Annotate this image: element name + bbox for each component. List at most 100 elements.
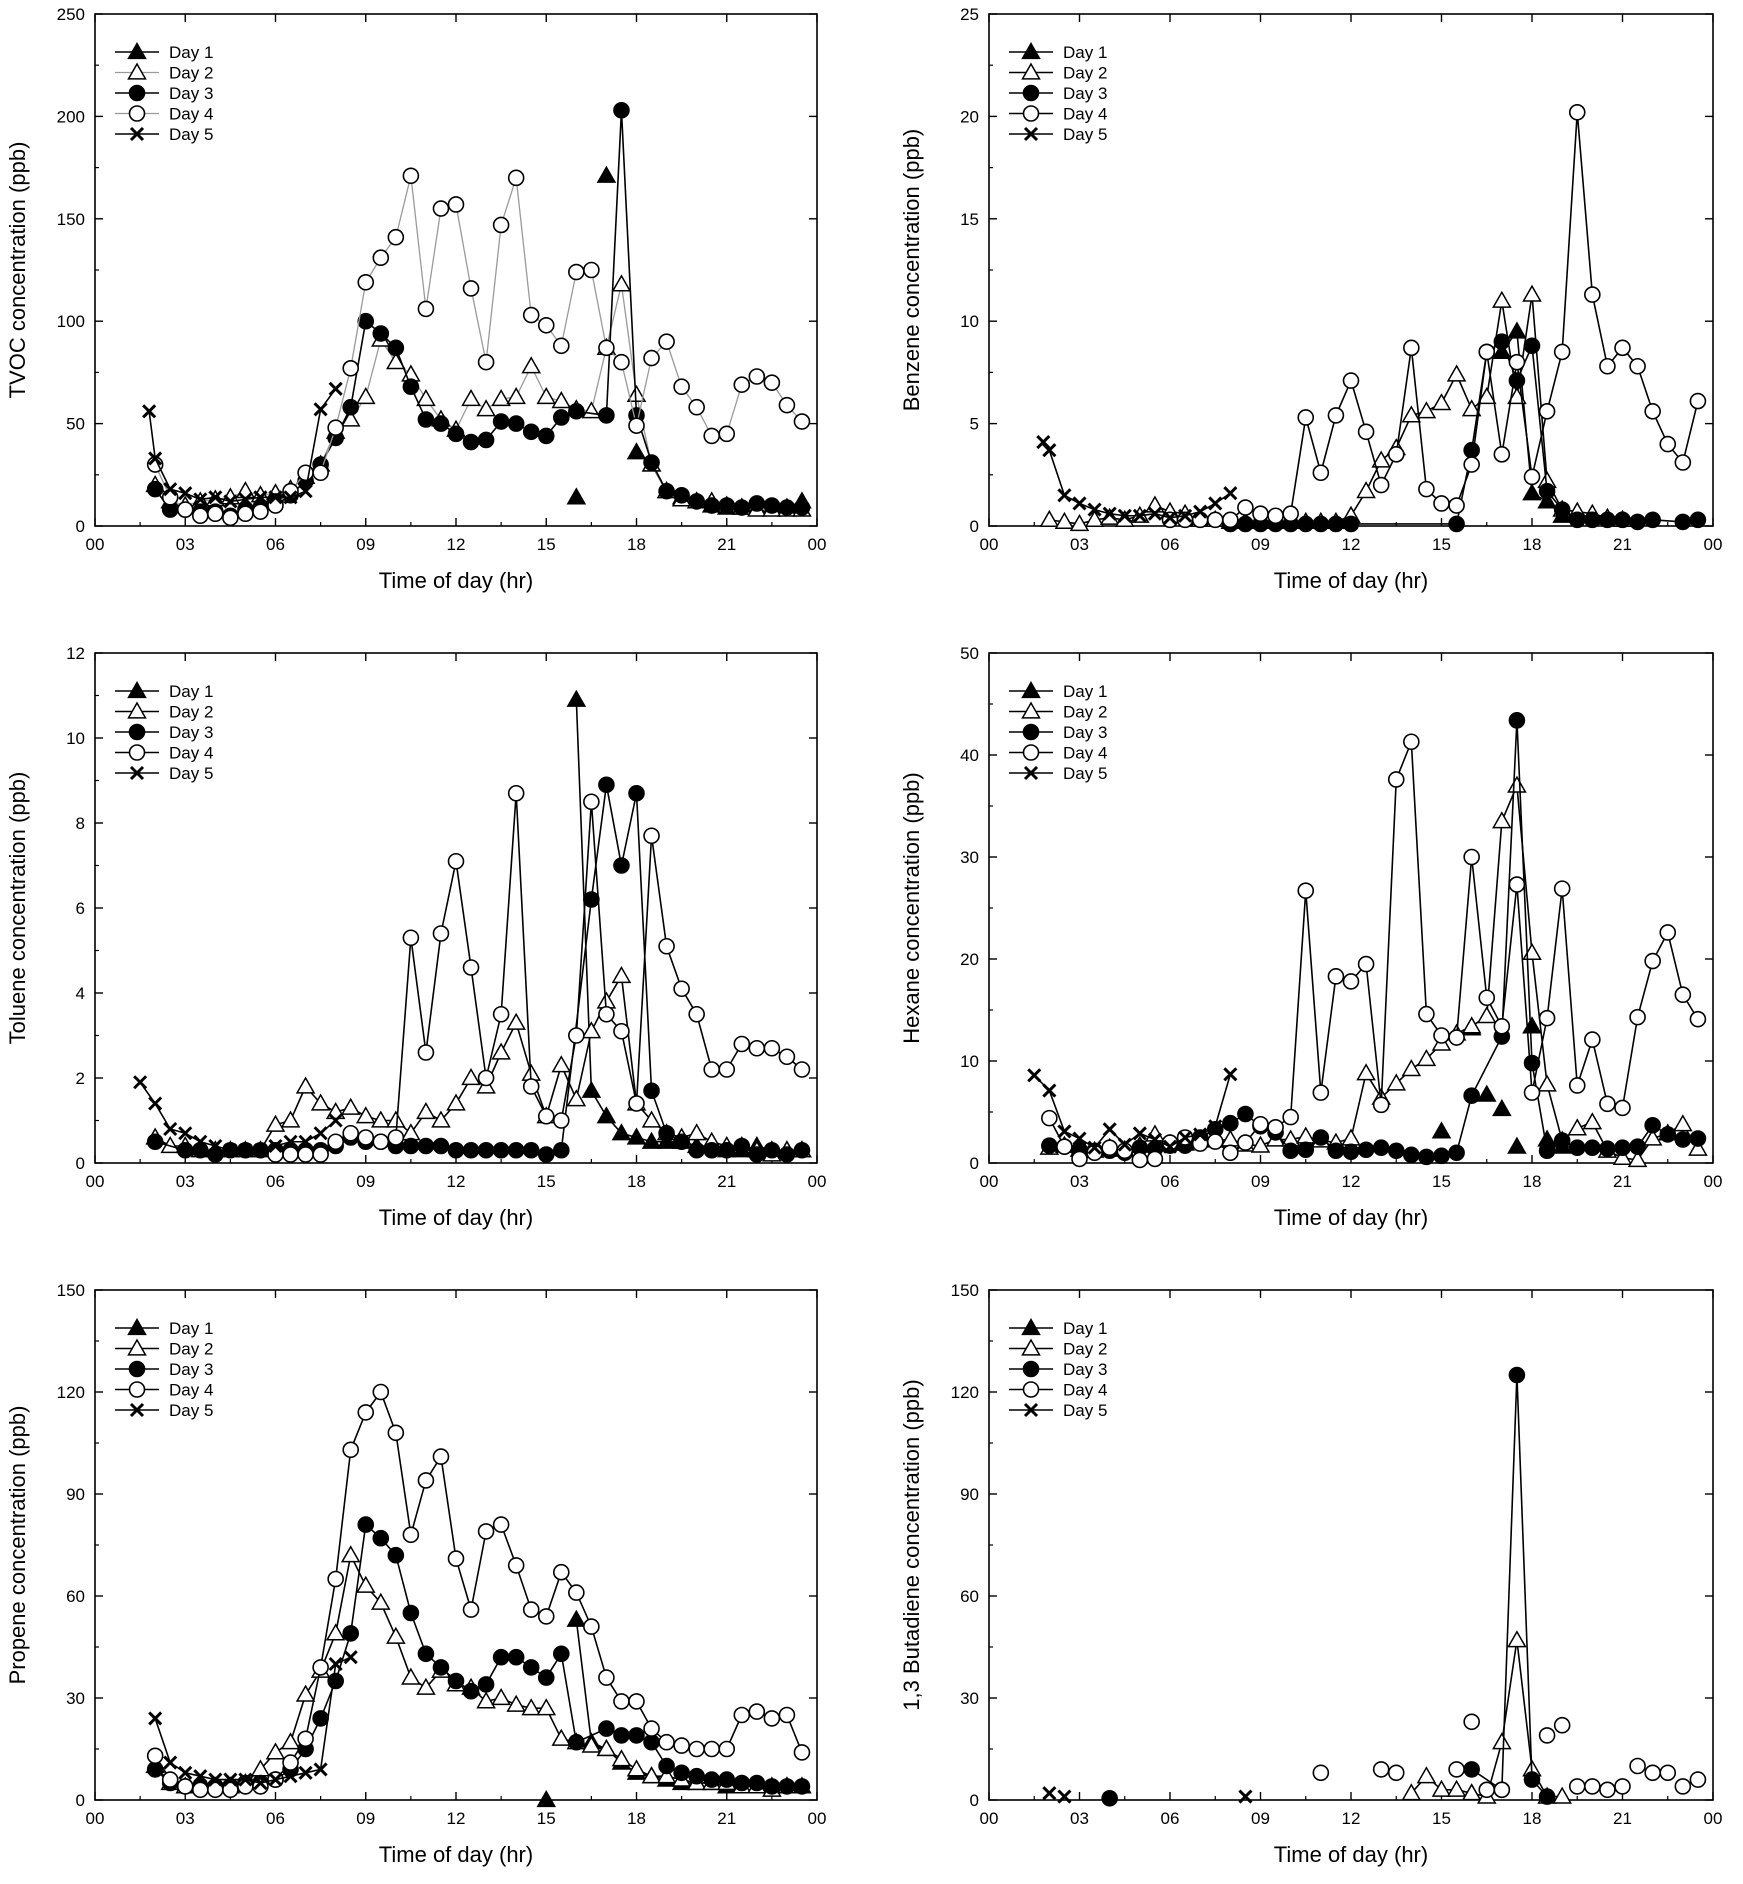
data-point [703,1771,721,1788]
data-point [1476,1084,1497,1102]
data-point [566,689,587,707]
legend-marker [128,744,146,761]
data-point [793,413,811,430]
data-point [267,497,284,514]
data-point [222,509,239,527]
data-point [1191,511,1209,529]
data-point [355,386,376,405]
data-point [1282,1142,1299,1160]
data-point [643,1720,660,1737]
data-point [1476,386,1497,405]
data-point [643,1082,660,1100]
data-point [372,1383,390,1401]
data-point [298,1134,313,1149]
data-point [1538,1727,1556,1744]
y-tick-label: 100 [57,312,85,331]
data-point [626,1127,647,1145]
data-point [1312,1764,1330,1782]
data-point [477,1676,495,1693]
data-point [477,1523,495,1540]
data-point [568,1027,585,1044]
data-point [1553,880,1571,897]
data-point [295,1684,316,1702]
legend-marker [127,680,147,699]
y-tick-label: 2 [76,1069,85,1088]
data-point [238,1772,253,1787]
data-point [163,482,178,497]
data-point [313,1126,328,1141]
data-point [161,1771,179,1788]
data-point [658,333,675,350]
data-point [327,1133,344,1151]
data-point [148,1711,163,1726]
data-point [1222,1114,1239,1132]
x-tick-label: 15 [1432,1172,1451,1191]
data-point [641,1131,662,1149]
data-point [1084,509,1105,527]
data-point [568,403,585,420]
data-point [268,490,283,505]
data-point [703,427,721,445]
series-line [1471,1374,1548,1798]
data-point [1629,513,1646,531]
legend-marker [1021,1338,1041,1356]
data-point [1341,1128,1361,1146]
data-point [1523,1054,1541,1072]
x-tick-label: 00 [86,1809,105,1828]
legend-label: Day 2 [1063,703,1107,722]
series-day-4 [1312,1713,1707,1799]
data-point [1507,1136,1527,1154]
data-point [417,1137,435,1155]
series-line [1049,720,1698,1158]
data-point [1599,357,1616,375]
y-tick-label: 30 [66,1689,85,1708]
data-point [386,1110,406,1128]
legend-marker [128,1381,146,1398]
data-point [1206,511,1224,529]
data-point [312,1710,329,1727]
data-point [1584,511,1601,529]
y-tick-label: 6 [76,899,85,918]
data-point [462,433,480,451]
data-point [447,1672,465,1690]
data-point [1688,1138,1708,1156]
legend-label: Day 1 [1063,43,1107,62]
legend-label: Day 1 [169,1319,213,1338]
data-point [357,312,375,330]
x-tick-label: 21 [1613,535,1632,554]
data-point [492,1141,510,1159]
data-point [1567,1118,1588,1136]
data-point [462,1141,480,1159]
data-point [626,442,647,460]
series-line [1042,441,1231,519]
data-point [1463,1761,1480,1778]
data-point [1644,1116,1661,1134]
y-tick-label: 90 [66,1485,85,1504]
data-point [325,1623,346,1641]
data-point [1522,942,1542,961]
data-point [506,1012,526,1030]
data-point [613,1022,630,1040]
data-point [718,425,736,443]
x-tick-label: 15 [537,535,556,554]
data-point [252,503,269,520]
data-point [1041,1109,1058,1127]
data-point [1476,1006,1497,1024]
data-point [566,1089,587,1107]
series-day-4 [146,167,811,527]
data-point [1252,1115,1269,1133]
data-point [1162,1139,1178,1154]
data-point [507,415,525,432]
data-point [1223,1067,1238,1082]
x-tick-label: 03 [176,535,195,554]
data-point [1237,499,1254,516]
data-point [312,464,329,482]
data-point [462,1682,480,1700]
x-tick-label: 03 [176,1809,195,1828]
data-point [148,451,163,466]
data-point [1403,733,1420,751]
